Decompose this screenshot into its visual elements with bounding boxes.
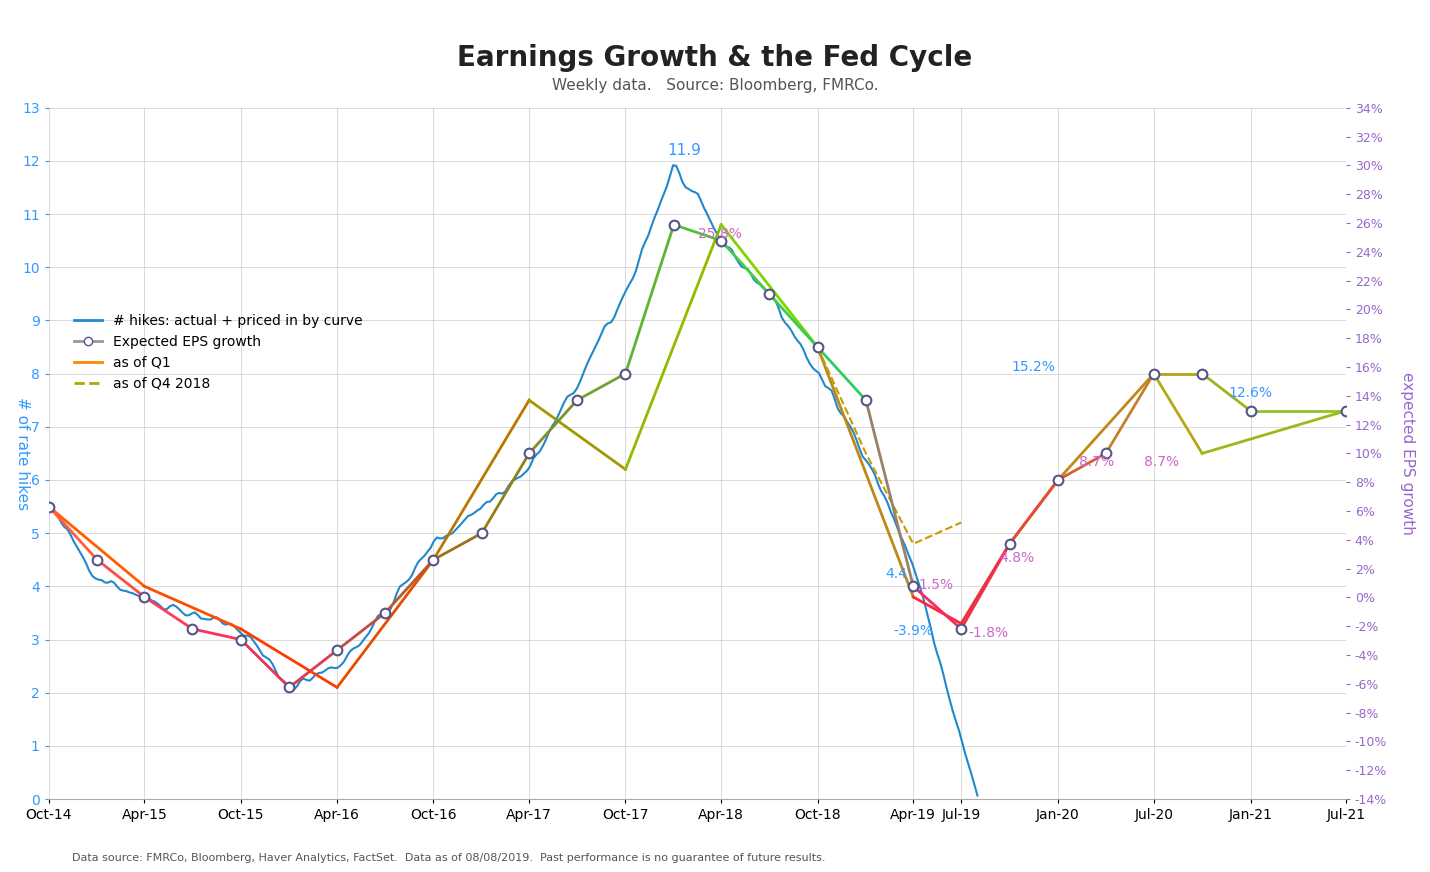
Y-axis label: # of rate hikes: # of rate hikes xyxy=(14,397,30,510)
Text: 11.9: 11.9 xyxy=(666,143,701,158)
Text: -1.8%: -1.8% xyxy=(968,625,1008,639)
Text: 4.8%: 4.8% xyxy=(1000,551,1034,565)
Y-axis label: expected EPS growth: expected EPS growth xyxy=(1400,372,1416,535)
Text: 12.6%: 12.6% xyxy=(1228,386,1273,400)
Text: 8.7%: 8.7% xyxy=(1080,455,1114,469)
Text: 4.4: 4.4 xyxy=(885,567,907,581)
Text: Earnings Growth & the Fed Cycle: Earnings Growth & the Fed Cycle xyxy=(458,44,972,72)
Text: 1.5%: 1.5% xyxy=(918,577,954,592)
Text: 8.7%: 8.7% xyxy=(1144,455,1178,469)
Text: Weekly data.   Source: Bloomberg, FMRCo.: Weekly data. Source: Bloomberg, FMRCo. xyxy=(552,78,878,93)
Text: -3.9%: -3.9% xyxy=(894,623,934,637)
Text: 15.2%: 15.2% xyxy=(1011,359,1055,373)
Text: Data source: FMRCo, Bloomberg, Haver Analytics, FactSet.  Data as of 08/08/2019.: Data source: FMRCo, Bloomberg, Haver Ana… xyxy=(72,854,825,863)
Text: 25.8%: 25.8% xyxy=(698,227,741,241)
Legend: # hikes: actual + priced in by curve, Expected EPS growth, as of Q1, as of Q4 20: # hikes: actual + priced in by curve, Ex… xyxy=(69,308,369,396)
